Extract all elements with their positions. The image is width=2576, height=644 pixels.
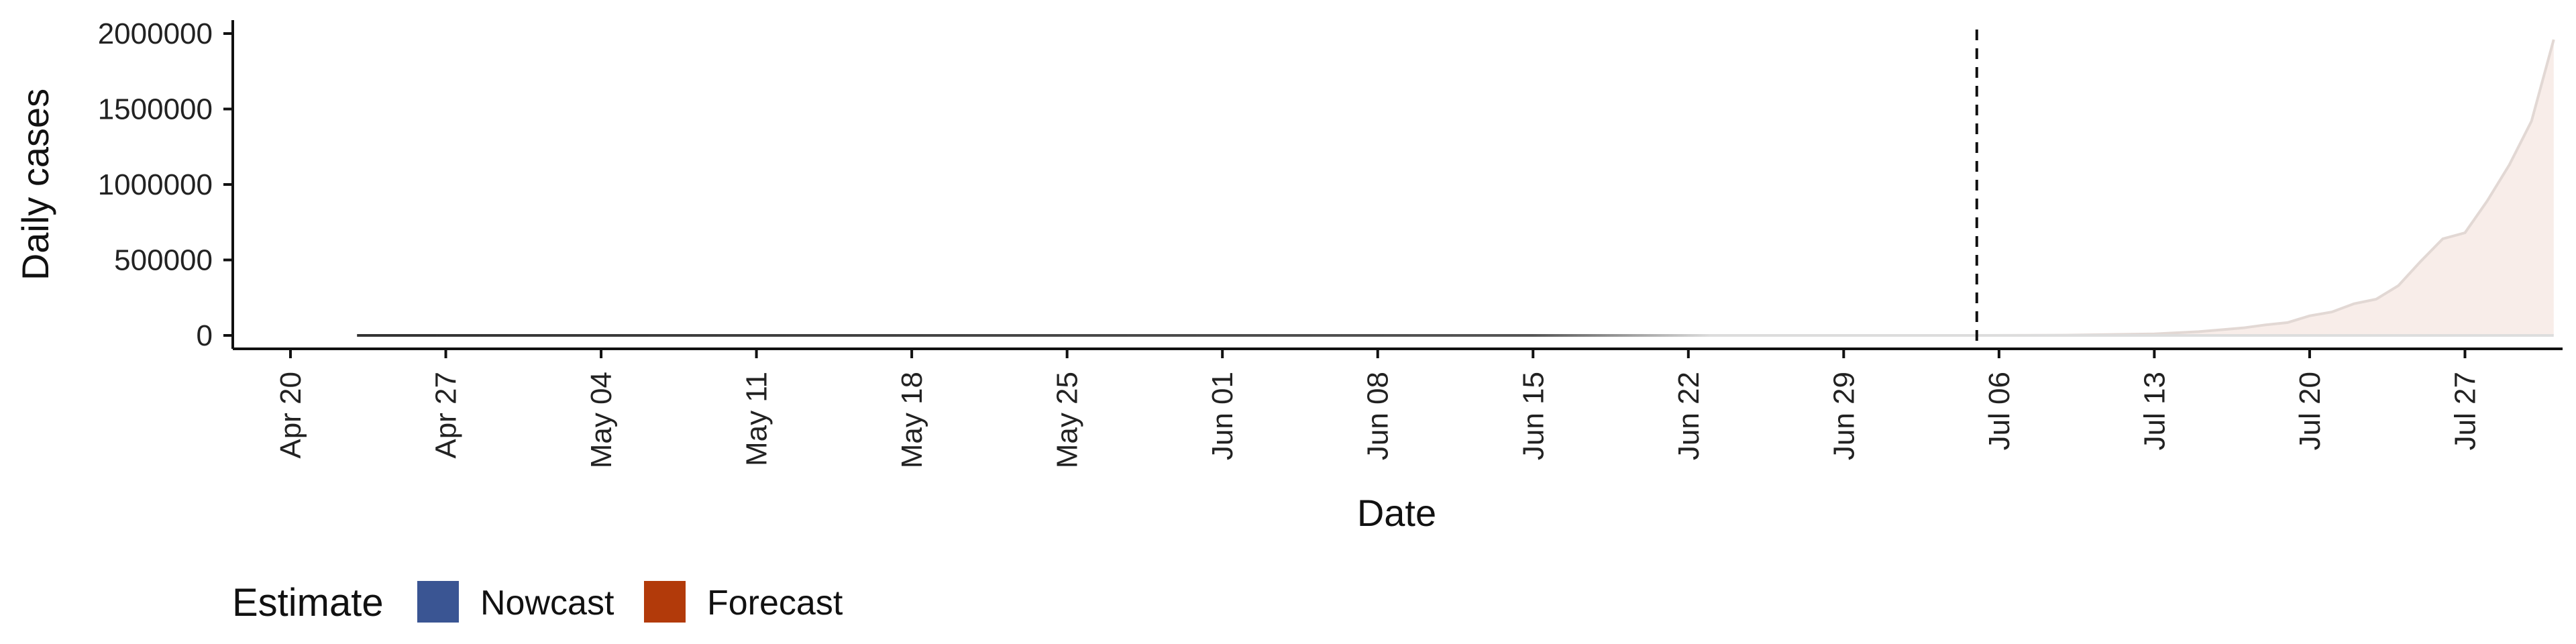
legend-label-nowcast: Nowcast	[480, 584, 614, 623]
legend-swatch-nowcast	[417, 581, 459, 623]
x-axis-ticks: Apr 20 Apr 27 May 04 May 11 May 18 May 25 Jun …	[274, 349, 2481, 468]
y-tick-label: 500000	[114, 244, 213, 277]
legend: Estimate Nowcast Forecast	[232, 581, 843, 625]
x-tick-label: Jun 15	[1517, 372, 1550, 460]
forecast-ribbon	[357, 40, 2554, 335]
x-tick-label: May 11	[741, 372, 773, 466]
x-axis-title: Date	[1357, 492, 1436, 534]
y-axis-title: Daily cases	[14, 89, 56, 280]
x-tick-label: Jun 29	[1827, 372, 1860, 460]
x-tick-label: May 04	[585, 372, 618, 468]
y-tick-label: 1500000	[98, 93, 213, 126]
x-tick-label: Jul 27	[2449, 372, 2481, 450]
x-tick-label: Jun 08	[1362, 372, 1395, 460]
legend-label-forecast: Forecast	[707, 584, 843, 623]
x-tick-label: Apr 20	[274, 372, 307, 459]
x-tick-label: May 18	[896, 372, 928, 468]
forecast-area-layer	[357, 39, 2555, 337]
y-axis-ticks: 0 500000 1000000 1500000 2000000	[98, 17, 233, 352]
legend-swatch-forecast	[644, 581, 686, 623]
x-tick-label: Jul 20	[2294, 372, 2326, 450]
y-tick-label: 1000000	[98, 168, 213, 201]
x-tick-label: May 25	[1051, 372, 1084, 468]
x-tick-label: Jul 13	[2138, 372, 2171, 450]
legend-title: Estimate	[232, 581, 384, 625]
x-tick-label: Apr 27	[430, 372, 463, 459]
x-tick-label: Jul 06	[1983, 372, 2016, 450]
y-tick-label: 2000000	[98, 17, 213, 50]
y-tick-label: 0	[197, 319, 213, 352]
x-tick-label: Jun 01	[1206, 372, 1239, 460]
forecast-upper-edge	[357, 39, 2555, 337]
x-tick-label: Jun 22	[1672, 372, 1705, 460]
